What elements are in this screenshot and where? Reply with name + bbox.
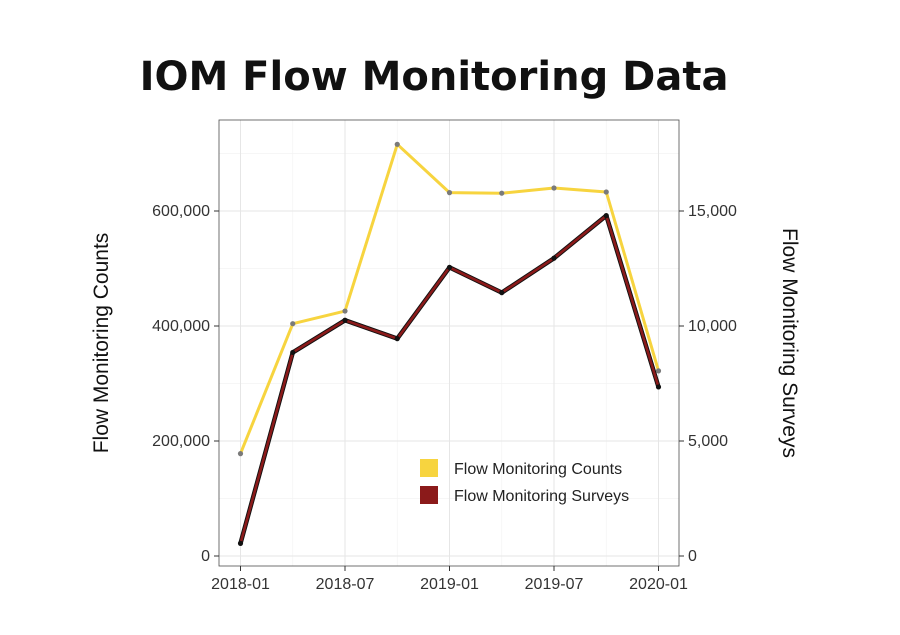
point-counts [237,451,244,457]
point-counts [394,141,400,147]
point-counts [603,189,609,195]
point-surveys [655,384,662,390]
y-left-tick-label: 200,000 [152,433,210,450]
point-counts [499,190,505,196]
x-tick-label: 2018-07 [316,576,375,593]
x-tick-label: 2020-01 [629,576,688,593]
legend-label-counts: Flow Monitoring Counts [454,461,622,478]
point-counts [290,321,296,327]
legend-swatch-counts [420,459,438,477]
point-surveys [394,336,400,342]
chart-title: IOM Flow Monitoring Data [140,54,729,100]
legend: Flow Monitoring Counts Flow Monitoring S… [420,459,629,505]
point-surveys [342,317,348,323]
y-right-tick-label: 5,000 [688,433,728,450]
y-axis-title-right: Flow Monitoring Surveys [778,228,801,458]
point-surveys [290,349,296,356]
x-tick-label: 2019-01 [420,576,479,593]
series-points [237,141,662,546]
point-counts [342,308,348,314]
point-counts [551,185,557,191]
point-surveys [551,255,557,261]
point-counts [446,190,453,196]
point-surveys [446,264,453,270]
x-tick-label: 2019-07 [525,576,584,593]
y-left-tick-label: 600,000 [152,203,210,220]
point-surveys [499,290,505,296]
y-right-tick-label: 10,000 [688,318,737,335]
point-surveys [237,540,244,546]
y-right-tick-label: 0 [688,548,697,565]
y-left-tick-label: 400,000 [152,318,210,335]
legend-swatch-surveys [420,486,438,504]
y-right-tick-label: 15,000 [688,203,737,220]
x-tick-label: 2018-01 [211,576,270,593]
axes: 2018-01 2018-07 2019-01 2019-07 2020-010200,… [152,203,737,593]
point-surveys [603,213,609,219]
legend-label-surveys: Flow Monitoring Surveys [454,488,629,505]
y-axis-title-left: Flow Monitoring Counts [90,233,113,454]
point-counts [655,368,662,374]
y-left-tick-label: 0 [201,548,210,565]
